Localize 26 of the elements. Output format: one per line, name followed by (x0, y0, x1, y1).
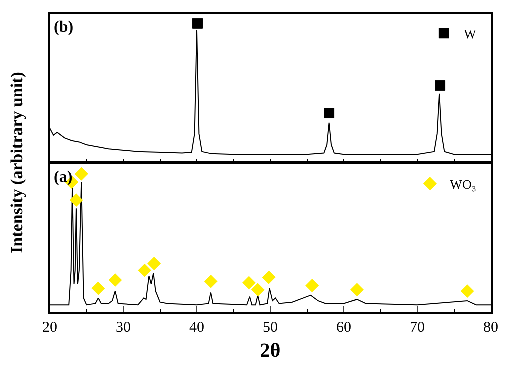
point (262, 270, 276, 284)
point (350, 283, 364, 297)
x-tick-label: 50 (263, 320, 278, 336)
x-axis-title: 2θ (260, 340, 281, 362)
x-tick-label: 70 (410, 320, 425, 336)
point (148, 257, 162, 270)
point (242, 276, 256, 290)
point (251, 283, 265, 297)
annotation: (a) (54, 169, 73, 186)
y-axis-title: Intensity (arbitrary unit) (7, 72, 26, 254)
point (74, 167, 88, 181)
point (138, 264, 152, 278)
point (460, 284, 474, 298)
point (108, 274, 122, 288)
x-tick-label: 20 (42, 320, 58, 336)
point (92, 282, 106, 296)
legend-label: WO₃ (450, 176, 476, 192)
x-tick-label: 30 (116, 320, 131, 336)
x-tick-label: 40 (190, 320, 204, 336)
legend-label: W (464, 26, 478, 42)
x-tick-label: 80 (484, 320, 498, 336)
point (204, 274, 218, 288)
x-tick-label: 60 (336, 320, 352, 336)
point (70, 194, 84, 208)
point (306, 279, 320, 293)
annotation: (b) (54, 19, 74, 36)
